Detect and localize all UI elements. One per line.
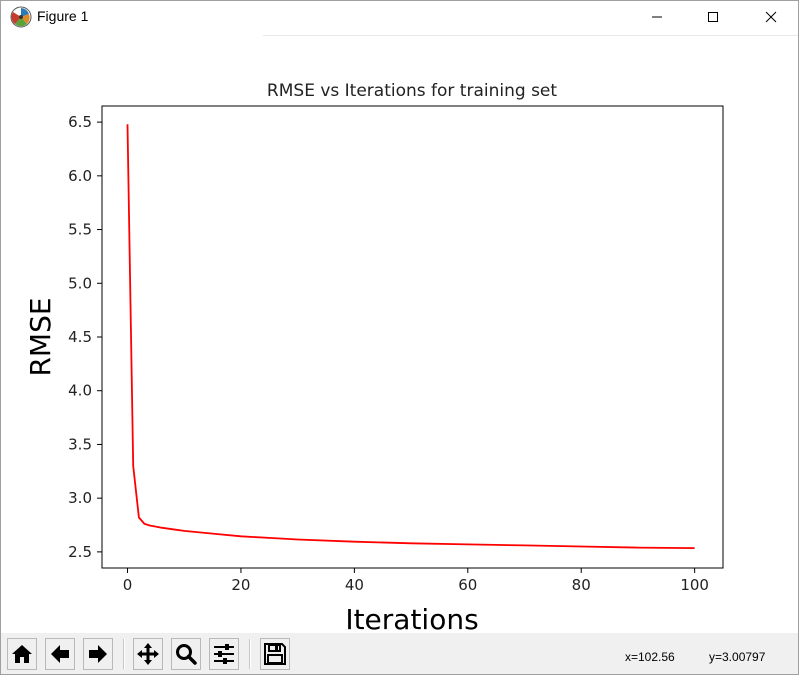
y-tick-label: 4.5 xyxy=(68,328,92,346)
chart-title: RMSE vs Iterations for training set xyxy=(267,81,557,101)
y-tick-label: 5.5 xyxy=(68,221,92,239)
matplotlib-logo-icon xyxy=(10,6,32,28)
window-title: Figure 1 xyxy=(37,8,89,24)
navigation-toolbar xyxy=(1,633,798,674)
x-tick-label: 40 xyxy=(345,576,364,594)
toolbar-separator xyxy=(249,639,251,669)
y-tick-label: 3.0 xyxy=(68,489,92,507)
y-tick-label: 6.0 xyxy=(68,167,92,185)
back-button[interactable] xyxy=(45,638,75,670)
back-arrow-icon xyxy=(51,645,69,663)
maximize-button[interactable] xyxy=(690,1,736,33)
configure-subplots-icon xyxy=(214,644,234,664)
zoom-icon xyxy=(176,644,197,665)
x-tick-label: 60 xyxy=(458,576,477,594)
pan-button[interactable] xyxy=(133,638,163,670)
line-chart[interactable]: RMSE vs Iterations for training set 0 20 4… xyxy=(1,36,798,636)
y-tick-label: 4.0 xyxy=(68,382,92,400)
forward-button[interactable] xyxy=(83,638,113,670)
close-button[interactable] xyxy=(748,1,794,33)
maximize-icon xyxy=(708,12,718,22)
minimize-button[interactable] xyxy=(634,1,680,33)
y-tick-label: 6.5 xyxy=(68,113,92,131)
x-tick-label: 20 xyxy=(231,576,250,594)
x-tick-label: 100 xyxy=(680,576,709,594)
save-button[interactable] xyxy=(260,638,290,670)
figure-canvas[interactable]: RMSE vs Iterations for training set 0 20 4… xyxy=(1,36,798,636)
x-coordinate-readout: x=102.56 xyxy=(625,650,675,664)
zoom-button[interactable] xyxy=(171,638,201,670)
x-axis-label: Iterations xyxy=(345,603,478,632)
save-icon xyxy=(264,643,286,665)
toolbar-separator xyxy=(123,639,125,669)
pan-icon xyxy=(137,643,159,665)
close-icon xyxy=(765,11,777,23)
y-coordinate-readout: y=3.00797 xyxy=(709,650,766,664)
x-tick-label: 0 xyxy=(123,576,133,594)
title-bar[interactable]: Figure 1 xyxy=(1,1,798,33)
forward-arrow-icon xyxy=(89,645,107,663)
rmse-series-line xyxy=(126,124,695,549)
y-tick-label: 3.5 xyxy=(68,435,92,453)
minimize-icon xyxy=(652,16,662,18)
y-tick-label: 2.5 xyxy=(68,543,92,561)
axes-frame xyxy=(101,105,724,569)
configure-subplots-button[interactable] xyxy=(209,638,239,670)
plot-area: 0 20 40 60 80 100 2.5 3.0 3.5 4.0 4.5 5.0 5.5 6.0 6.5 xyxy=(68,113,709,594)
y-axis-label: RMSE xyxy=(24,297,57,376)
home-icon xyxy=(12,645,32,663)
home-button[interactable] xyxy=(7,638,37,670)
y-tick-label: 5.0 xyxy=(68,274,92,292)
title-divider xyxy=(263,35,798,36)
x-tick-label: 80 xyxy=(572,576,591,594)
